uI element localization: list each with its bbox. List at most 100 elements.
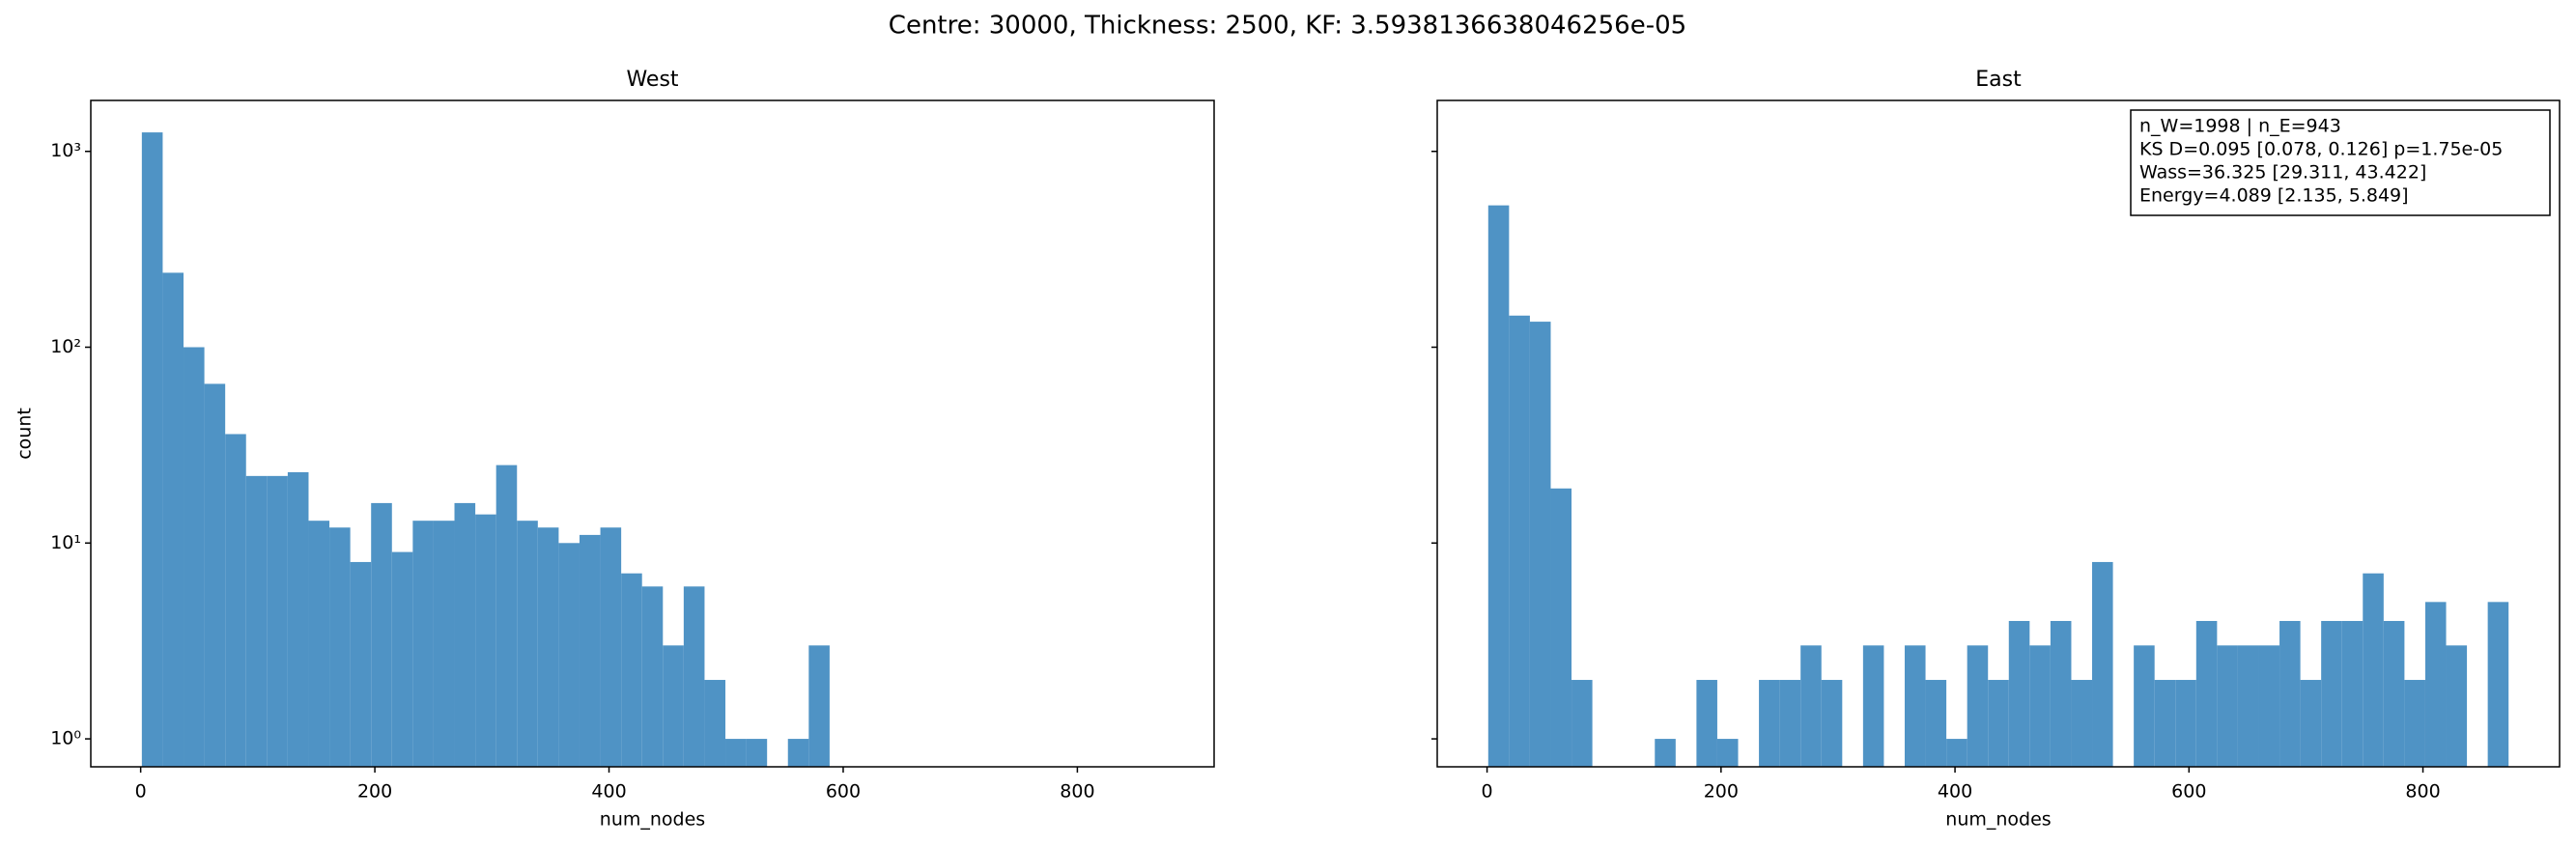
bar	[2258, 645, 2280, 767]
bar	[579, 534, 601, 767]
bar	[600, 527, 622, 767]
bar	[2175, 680, 2196, 767]
y-tick-label: 10²	[50, 336, 81, 357]
bar	[621, 573, 642, 767]
bar	[808, 645, 830, 767]
annotation-line: KS D=0.095 [0.078, 0.126] p=1.75e-05	[2139, 139, 2503, 160]
y-tick-label: 10³	[50, 140, 81, 161]
bar	[2279, 620, 2301, 767]
bar	[1487, 205, 1510, 767]
bar	[141, 132, 163, 767]
bar	[454, 502, 476, 767]
axes-title: West	[626, 68, 678, 92]
bar	[1759, 680, 1780, 767]
bar	[2050, 620, 2072, 767]
bar	[2237, 645, 2259, 767]
bar	[225, 434, 246, 767]
x-tick-label: 400	[1938, 781, 1972, 803]
bar	[2092, 561, 2113, 767]
axes-title: East	[1975, 68, 2022, 92]
y-axis-label: count	[14, 408, 36, 460]
bar	[2487, 602, 2509, 767]
bar	[1655, 739, 1676, 767]
annotation-line: n_W=1998 | n_E=943	[2139, 116, 2341, 137]
bar	[2383, 620, 2405, 767]
bar	[1550, 488, 1572, 767]
bar	[2446, 645, 2468, 767]
bar	[1696, 680, 1717, 767]
bar	[2363, 573, 2384, 767]
bar	[704, 680, 726, 767]
bar	[663, 645, 684, 767]
x-tick-label: 800	[1060, 781, 1094, 803]
bar	[1821, 680, 1843, 767]
bar	[517, 521, 538, 767]
bar	[1862, 645, 1884, 767]
bar	[1925, 680, 1947, 767]
x-axis-label: num_nodes	[600, 809, 705, 831]
bar	[2029, 645, 2051, 767]
x-tick-label: 0	[1482, 781, 1493, 803]
bar	[475, 514, 496, 767]
x-tick-label: 600	[2171, 781, 2206, 803]
bar	[746, 739, 768, 767]
bar	[371, 502, 392, 767]
bar	[184, 347, 205, 767]
bar	[787, 739, 809, 767]
bar	[2134, 645, 2155, 767]
bar	[2300, 680, 2322, 767]
bar	[287, 471, 309, 767]
bar	[162, 272, 184, 767]
figure-title: Centre: 30000, Thickness: 2500, KF: 3.59…	[889, 12, 1686, 41]
bar	[495, 465, 518, 767]
x-tick-label: 600	[826, 781, 861, 803]
annotation-box	[2130, 109, 2551, 216]
bar	[1529, 322, 1551, 767]
bar	[433, 521, 455, 767]
x-axis-label: num_nodes	[1945, 809, 2051, 831]
y-tick-label: 10⁰	[50, 728, 81, 749]
bar	[1946, 739, 1967, 767]
bar	[2195, 620, 2218, 767]
bar	[2424, 602, 2447, 767]
x-tick-label: 0	[135, 781, 147, 803]
bar	[1571, 680, 1593, 767]
axes-frame	[1436, 99, 2561, 768]
bar	[2341, 620, 2364, 767]
bar	[725, 739, 747, 767]
x-tick-label: 800	[2405, 781, 2440, 803]
bar	[245, 475, 268, 767]
bar	[1779, 680, 1801, 767]
bar	[2404, 680, 2425, 767]
bar	[350, 561, 372, 767]
bar	[1716, 739, 1739, 767]
bar	[1509, 315, 1530, 767]
bar	[204, 383, 226, 767]
annotation-line: Wass=36.325 [29.311, 43.422]	[2139, 162, 2426, 183]
bar	[2008, 620, 2030, 767]
bar	[1988, 680, 2009, 767]
bar	[683, 586, 705, 767]
x-tick-label: 200	[1704, 781, 1739, 803]
bar	[329, 527, 351, 767]
bar	[1967, 645, 1989, 767]
bar	[2154, 680, 2176, 767]
bar	[267, 475, 288, 767]
bar	[308, 521, 330, 767]
axes-frame	[90, 99, 1215, 768]
bar	[641, 586, 664, 767]
bar	[558, 543, 580, 767]
bar	[391, 551, 413, 767]
bar	[2321, 620, 2342, 767]
bar	[1904, 645, 1926, 767]
y-tick-label: 10¹	[50, 532, 81, 553]
x-tick-label: 200	[357, 781, 392, 803]
bar	[2217, 645, 2238, 767]
bar	[412, 521, 434, 767]
bar	[2071, 680, 2093, 767]
bar	[1800, 645, 1822, 767]
bar	[537, 527, 559, 767]
x-tick-label: 400	[591, 781, 626, 803]
annotation-line: Energy=4.089 [2.135, 5.849]	[2139, 185, 2409, 207]
